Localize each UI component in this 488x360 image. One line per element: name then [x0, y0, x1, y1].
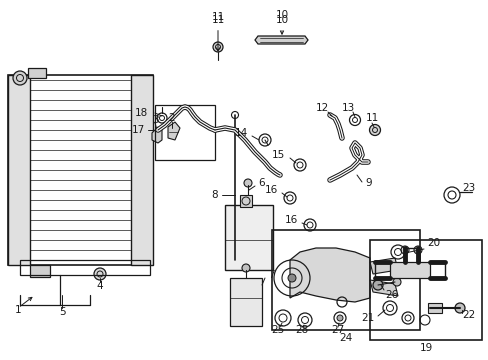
Text: 7: 7: [267, 270, 274, 280]
Text: 10: 10: [275, 15, 288, 34]
Text: 8: 8: [211, 190, 218, 200]
Text: 14: 14: [234, 128, 247, 138]
Text: 6: 6: [258, 178, 264, 188]
Text: 28: 28: [295, 325, 308, 335]
Circle shape: [244, 179, 251, 187]
Text: 13: 13: [341, 103, 354, 113]
Bar: [131, 75, 153, 265]
Text: 24: 24: [339, 333, 352, 343]
Polygon shape: [168, 122, 180, 140]
Text: 26: 26: [384, 290, 397, 300]
Text: 16: 16: [284, 215, 297, 225]
Circle shape: [400, 246, 408, 254]
Text: 27: 27: [331, 325, 344, 335]
Polygon shape: [289, 248, 369, 302]
Bar: [229, 278, 262, 326]
Text: 20: 20: [426, 238, 439, 248]
Bar: [28, 68, 46, 78]
Polygon shape: [254, 36, 307, 44]
Polygon shape: [389, 262, 429, 278]
Circle shape: [242, 197, 249, 205]
Bar: [427, 303, 441, 313]
Text: 2: 2: [168, 113, 175, 123]
Text: 22: 22: [461, 310, 474, 320]
Circle shape: [287, 274, 295, 282]
Bar: [30, 265, 50, 277]
Text: 1: 1: [15, 305, 21, 315]
Circle shape: [454, 303, 464, 313]
Text: 21: 21: [361, 313, 374, 323]
Polygon shape: [369, 280, 397, 296]
Bar: [369, 240, 481, 340]
Text: 23: 23: [461, 183, 474, 193]
Bar: [155, 105, 215, 160]
Circle shape: [242, 264, 249, 272]
Text: 25: 25: [271, 325, 284, 335]
Bar: [8, 75, 153, 265]
Text: 11: 11: [211, 15, 224, 51]
Circle shape: [336, 315, 342, 321]
Bar: [271, 230, 419, 330]
Bar: [240, 195, 251, 207]
Bar: [224, 205, 272, 270]
Text: 19: 19: [419, 343, 432, 353]
Circle shape: [413, 246, 421, 254]
Text: 9: 9: [364, 178, 371, 188]
Text: 5: 5: [59, 307, 65, 317]
Text: 15: 15: [271, 150, 285, 160]
Text: 11: 11: [365, 113, 378, 123]
Text: 16: 16: [264, 185, 278, 195]
Bar: [8, 75, 30, 265]
Polygon shape: [152, 127, 162, 143]
Text: 10: 10: [275, 10, 288, 20]
Circle shape: [372, 280, 382, 290]
Circle shape: [94, 268, 106, 280]
Text: 3: 3: [151, 115, 158, 125]
Text: 18: 18: [135, 108, 148, 118]
Text: 4: 4: [97, 281, 103, 291]
Circle shape: [213, 42, 223, 52]
Circle shape: [231, 112, 238, 118]
Text: 11: 11: [211, 12, 224, 22]
Circle shape: [13, 71, 27, 85]
Bar: [20, 260, 150, 275]
Text: 17: 17: [131, 125, 145, 135]
Text: 12: 12: [315, 103, 328, 113]
Polygon shape: [369, 258, 397, 274]
Circle shape: [369, 125, 380, 135]
Circle shape: [392, 278, 400, 286]
